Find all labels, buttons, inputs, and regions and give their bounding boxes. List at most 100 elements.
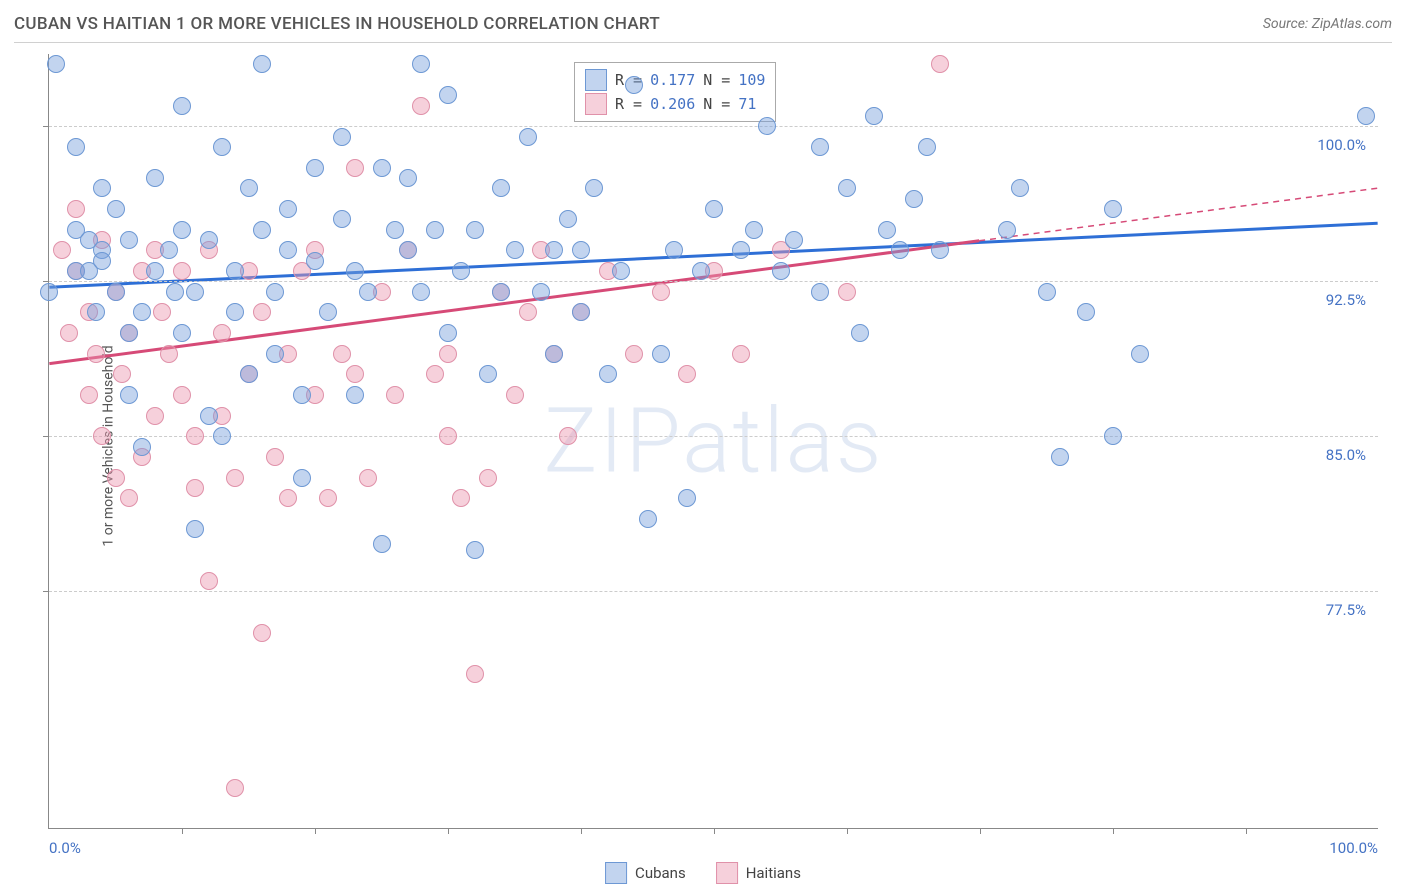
x-tick [1246,828,1247,834]
scatter-point-cubans [133,438,151,456]
scatter-point-cubans [1051,448,1069,466]
scatter-point-cubans [412,55,430,73]
series-legend: Cubans Haitians [605,862,801,884]
scatter-point-cubans [346,262,364,280]
scatter-point-cubans [918,138,936,156]
scatter-point-haitians [87,345,105,363]
scatter-point-cubans [266,345,284,363]
scatter-point-cubans [107,200,125,218]
scatter-point-cubans [93,179,111,197]
stats-row-cubans: R = 0.177N = 109 [585,69,765,91]
scatter-point-cubans [399,169,417,187]
scatter-point-cubans [639,510,657,528]
scatter-point-cubans [120,324,138,342]
scatter-point-cubans [399,241,417,259]
x-tick [714,828,715,834]
scatter-point-haitians [506,386,524,404]
y-tick-label: 85.0% [1326,446,1366,464]
y-tick [43,436,49,437]
x-tick [315,828,316,834]
trend-lines [49,54,1378,828]
scatter-point-cubans [200,407,218,425]
scatter-point-cubans [146,262,164,280]
scatter-point-cubans [213,138,231,156]
scatter-point-haitians [266,448,284,466]
x-axis-max-label: 100.0% [1329,839,1378,857]
scatter-point-cubans [1131,345,1149,363]
scatter-point-cubans [519,128,537,146]
scatter-point-cubans [492,283,510,301]
scatter-point-cubans [466,221,484,239]
x-tick [1113,828,1114,834]
scatter-point-haitians [160,345,178,363]
stats-row-haitians: R = 0.206N = 71 [585,93,765,115]
scatter-point-haitians [173,262,191,280]
scatter-point-cubans [811,283,829,301]
scatter-point-cubans [306,252,324,270]
source-attribution: Source: ZipAtlas.com [1263,16,1392,32]
scatter-point-haitians [346,159,364,177]
stat-n-value-cubans: 109 [738,71,765,89]
scatter-point-haitians [213,324,231,342]
scatter-point-cubans [865,107,883,125]
scatter-point-cubans [146,169,164,187]
stat-n-value-haitians: 71 [738,95,756,113]
scatter-point-cubans [585,179,603,197]
scatter-point-cubans [532,283,550,301]
scatter-point-haitians [120,489,138,507]
scatter-point-cubans [572,241,590,259]
legend-swatch-cubans [605,862,627,884]
scatter-point-cubans [226,303,244,321]
scatter-point-cubans [466,541,484,559]
scatter-point-haitians [93,427,111,445]
scatter-point-haitians [452,489,470,507]
scatter-point-haitians [153,303,171,321]
scatter-point-cubans [905,190,923,208]
grid-line [49,436,1378,437]
stat-r-value-cubans: 0.177 [650,71,695,89]
y-tick [43,126,49,127]
scatter-point-cubans [412,283,430,301]
legend-label-haitians: Haitians [746,864,801,882]
scatter-point-cubans [1038,283,1056,301]
scatter-point-cubans [452,262,470,280]
scatter-point-cubans [67,138,85,156]
x-tick [448,828,449,834]
scatter-point-cubans [1077,303,1095,321]
scatter-point-cubans [1011,179,1029,197]
grid-line [49,126,1378,127]
scatter-point-cubans [772,262,790,280]
x-tick [182,828,183,834]
scatter-point-haitians [678,365,696,383]
scatter-point-cubans [200,231,218,249]
scatter-point-cubans [293,469,311,487]
header-bar: CUBAN VS HAITIAN 1 OR MORE VEHICLES IN H… [14,14,1392,43]
scatter-point-cubans [891,241,909,259]
scatter-point-haitians [412,97,430,115]
stats-swatch-haitians [585,93,607,115]
scatter-point-cubans [107,283,125,301]
scatter-point-cubans [253,221,271,239]
scatter-point-cubans [120,386,138,404]
scatter-point-cubans [87,303,105,321]
scatter-point-haitians [346,365,364,383]
scatter-point-cubans [266,283,284,301]
scatter-point-haitians [439,345,457,363]
scatter-point-cubans [226,262,244,280]
scatter-point-cubans [1104,200,1122,218]
source-label: Source: [1263,16,1308,32]
scatter-point-haitians [279,489,297,507]
scatter-point-cubans [745,221,763,239]
scatter-point-haitians [426,365,444,383]
scatter-point-haitians [559,427,577,445]
scatter-point-cubans [240,365,258,383]
scatter-point-cubans [732,241,750,259]
scatter-point-haitians [186,479,204,497]
y-tick [43,591,49,592]
scatter-point-cubans [173,324,191,342]
scatter-point-haitians [107,469,125,487]
scatter-point-cubans [998,221,1016,239]
scatter-point-cubans [545,345,563,363]
scatter-point-cubans [426,221,444,239]
scatter-point-haitians [652,283,670,301]
